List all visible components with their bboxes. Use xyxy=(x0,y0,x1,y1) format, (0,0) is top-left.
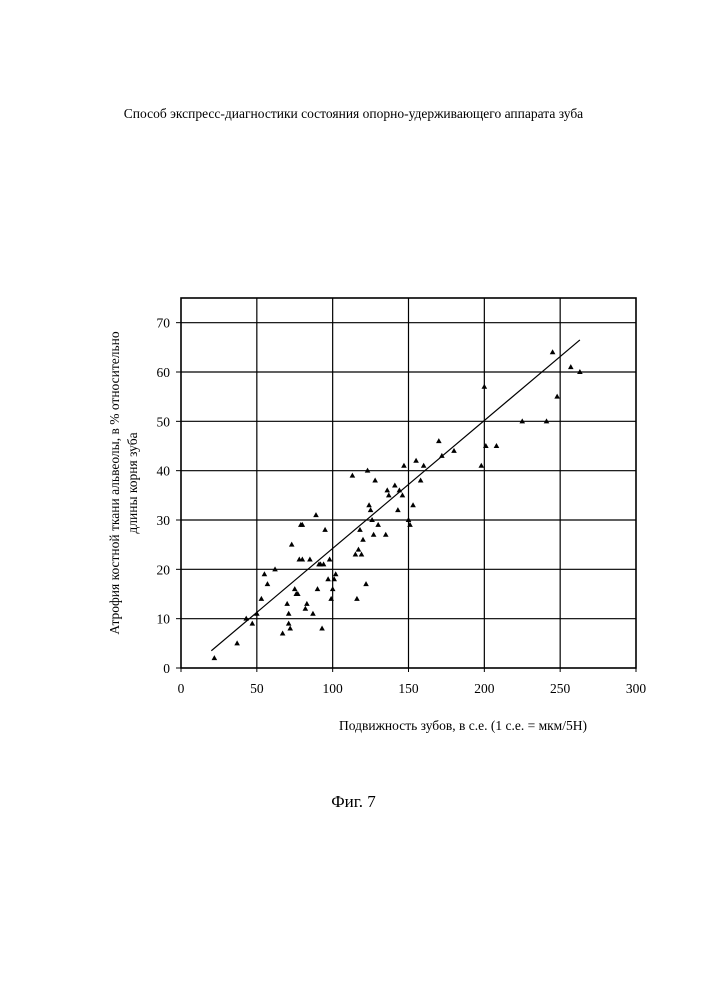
data-point xyxy=(421,463,427,468)
data-point xyxy=(375,522,381,527)
data-point xyxy=(451,448,457,453)
x-tick-label: 300 xyxy=(626,681,647,696)
data-point xyxy=(354,596,360,601)
y-axis-label-line-2: длины корня зуба xyxy=(125,432,140,533)
y-tick-label: 0 xyxy=(163,661,170,676)
data-point xyxy=(436,438,442,443)
y-axis-ticks: 0 10 20 30 40 50 60 70 xyxy=(157,316,182,676)
x-axis-ticks: 0 50 100 150 200 250 300 xyxy=(178,668,647,696)
data-point xyxy=(319,626,325,631)
y-tick-label: 70 xyxy=(157,316,171,331)
data-point xyxy=(327,556,333,561)
data-point xyxy=(366,502,372,507)
data-point xyxy=(383,532,389,537)
data-point xyxy=(259,596,265,601)
data-point xyxy=(310,611,316,616)
data-point xyxy=(494,443,500,448)
y-tick-label: 50 xyxy=(157,414,171,429)
data-point xyxy=(333,571,339,576)
data-point xyxy=(568,364,574,369)
data-point xyxy=(413,458,419,463)
data-point xyxy=(400,492,406,497)
data-point xyxy=(280,630,286,635)
data-point xyxy=(356,547,362,552)
data-point xyxy=(284,601,290,606)
data-point xyxy=(262,571,268,576)
data-point xyxy=(368,507,374,512)
data-point xyxy=(359,552,365,557)
data-point xyxy=(386,492,392,497)
data-point xyxy=(292,586,298,591)
data-point xyxy=(401,463,407,468)
data-point xyxy=(482,384,488,389)
y-tick-label: 30 xyxy=(157,513,171,528)
data-point xyxy=(350,473,356,478)
data-point xyxy=(395,507,401,512)
data-point xyxy=(303,606,309,611)
data-point xyxy=(313,512,319,517)
data-point xyxy=(249,621,255,626)
data-point xyxy=(304,601,310,606)
data-point xyxy=(315,586,321,591)
x-axis-label: Подвижность зубов, в с.е. (1 с.е. = мкм/… xyxy=(339,718,587,733)
trend-line xyxy=(211,340,580,651)
data-point xyxy=(363,581,369,586)
data-points xyxy=(212,349,583,660)
data-point xyxy=(234,640,240,645)
y-tick-label: 20 xyxy=(157,562,171,577)
data-point xyxy=(550,349,556,354)
data-point xyxy=(392,482,398,487)
x-tick-label: 200 xyxy=(474,681,495,696)
x-tick-label: 250 xyxy=(550,681,571,696)
data-point xyxy=(554,394,560,399)
x-tick-label: 50 xyxy=(250,681,264,696)
y-axis-label-line-1: Атрофия костной ткани альвеолы, в % отно… xyxy=(107,331,122,634)
data-point xyxy=(289,542,295,547)
data-point xyxy=(360,537,366,542)
figure-caption: Фиг. 7 xyxy=(0,792,707,812)
x-tick-label: 0 xyxy=(178,681,185,696)
data-point xyxy=(307,556,313,561)
x-tick-label: 100 xyxy=(323,681,344,696)
y-tick-label: 10 xyxy=(157,612,171,627)
data-point xyxy=(353,552,359,557)
data-point xyxy=(410,502,416,507)
y-tick-label: 60 xyxy=(157,365,171,380)
data-point xyxy=(286,621,292,626)
data-point xyxy=(322,527,328,532)
data-point xyxy=(286,611,292,616)
data-point xyxy=(371,532,377,537)
data-point xyxy=(418,478,424,483)
data-point xyxy=(384,487,390,492)
data-point xyxy=(330,586,336,591)
data-point xyxy=(372,478,378,483)
grid-lines xyxy=(181,298,636,668)
data-point xyxy=(212,655,218,660)
data-point xyxy=(265,581,271,586)
data-point xyxy=(479,463,485,468)
data-point xyxy=(325,576,331,581)
data-point xyxy=(287,626,293,631)
x-tick-label: 150 xyxy=(398,681,419,696)
y-tick-label: 40 xyxy=(157,464,171,479)
